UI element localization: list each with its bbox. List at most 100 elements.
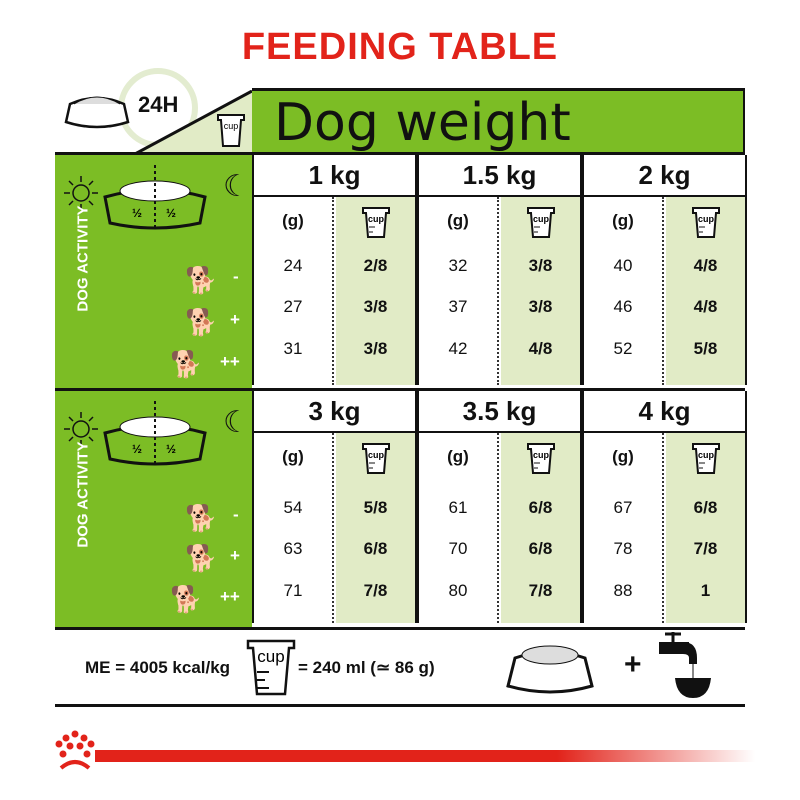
grams-value: 40 xyxy=(613,256,633,275)
cups-value: 6/8 xyxy=(528,498,553,517)
cups-value: 3/8 xyxy=(528,256,553,275)
svg-text:cup: cup xyxy=(697,450,714,460)
grams-value: 71 xyxy=(283,581,303,600)
grams-value: 32 xyxy=(448,256,468,275)
dog-weight-title: Dog weight xyxy=(274,93,571,153)
dog-low-activity-icon: 🐕 xyxy=(185,265,218,295)
cups-value: 7/8 xyxy=(363,581,388,600)
dog-high-activity-icon: 🐕 xyxy=(170,584,203,614)
cup-icon: cup xyxy=(501,441,580,480)
dog-activity-label: DOG ACTIVITY xyxy=(74,205,92,312)
cup-icon: cup xyxy=(336,441,415,480)
activity-high: ++ xyxy=(220,352,240,371)
cup-icon: cup xyxy=(501,205,580,244)
cups-column: cup 5/8 6/8 7/8 xyxy=(336,433,415,623)
cups-value: 4/8 xyxy=(693,256,718,275)
activity-medium: + xyxy=(230,546,240,565)
sun-icon xyxy=(64,176,98,210)
grams-value: 63 xyxy=(283,539,303,558)
grams-value: 61 xyxy=(448,498,468,517)
cups-column: cup 6/8 7/8 1 xyxy=(666,433,745,623)
grams-value: 31 xyxy=(283,339,303,358)
cups-value: 2/8 xyxy=(363,256,388,275)
weight-column: 3.5 kg (g) 61 70 80 cup 6/8 6/8 7/8 xyxy=(417,391,582,623)
weight-column: 1.5 kg (g) 32 37 42 cup 3/8 3/8 4/8 xyxy=(417,155,582,385)
dog-medium-activity-icon: 🐕 xyxy=(185,307,218,337)
svg-text:cup: cup xyxy=(367,450,384,460)
grams-column: (g) 67 78 88 xyxy=(584,433,664,623)
weight-column: 1 kg (g) 24 27 31 cup 2/8 3/8 3/8 xyxy=(252,155,417,385)
svg-text:cup: cup xyxy=(367,214,384,224)
svg-text:½: ½ xyxy=(132,206,142,220)
activity-high: ++ xyxy=(220,587,240,606)
cups-value: 3/8 xyxy=(363,339,388,358)
grams-header: (g) xyxy=(282,211,304,230)
grams-header: (g) xyxy=(612,211,634,230)
grams-value: 88 xyxy=(613,581,633,600)
food-bowl-icon xyxy=(64,96,130,129)
cups-value: 5/8 xyxy=(363,498,388,517)
cups-value: 6/8 xyxy=(693,498,718,517)
grams-column: (g) 24 27 31 xyxy=(254,197,334,385)
cups-value: 6/8 xyxy=(528,539,553,558)
weight-header: 1.5 kg xyxy=(417,155,580,197)
svg-text:½: ½ xyxy=(166,206,176,220)
water-tap-icon xyxy=(659,632,711,698)
weight-header: 4 kg xyxy=(582,391,745,433)
grams-header: (g) xyxy=(447,447,469,466)
cups-value: 3/8 xyxy=(528,297,553,316)
weight-column: 3 kg (g) 54 63 71 cup 5/8 6/8 7/8 xyxy=(252,391,417,623)
dog-high-activity-icon: 🐕 xyxy=(170,349,203,379)
page-title: FEEDING TABLE xyxy=(241,26,559,68)
weight-header: 3 kg xyxy=(252,391,415,433)
cup-icon: cup xyxy=(666,441,745,480)
divider xyxy=(55,388,745,391)
grams-value: 37 xyxy=(448,297,468,316)
weight-column: 4 kg (g) 67 78 88 cup 6/8 7/8 1 xyxy=(582,391,747,623)
svg-text:cup: cup xyxy=(532,214,549,224)
grams-value: 67 xyxy=(613,498,633,517)
brand-bar xyxy=(95,750,755,762)
grams-header: (g) xyxy=(282,447,304,466)
cups-column: cup 2/8 3/8 3/8 xyxy=(336,197,415,385)
dog-activity-label: DOG ACTIVITY xyxy=(74,441,92,548)
grams-value: 80 xyxy=(448,581,468,600)
grams-column: (g) 32 37 42 xyxy=(419,197,499,385)
grams-value: 70 xyxy=(448,539,468,558)
moon-icon: ☾ xyxy=(223,170,250,203)
weight-header: 3.5 kg xyxy=(417,391,580,433)
grams-value: 52 xyxy=(613,339,633,358)
moon-icon: ☾ xyxy=(223,406,250,439)
plus-sign: + xyxy=(624,648,642,681)
cup-icon: cup xyxy=(336,205,415,244)
weight-header: 2 kg xyxy=(582,155,745,197)
sun-icon xyxy=(64,412,98,446)
cups-value: 1 xyxy=(700,581,711,600)
cups-value: 3/8 xyxy=(363,297,388,316)
cups-column: cup 6/8 6/8 7/8 xyxy=(501,433,580,623)
cups-value: 4/8 xyxy=(693,297,718,316)
activity-medium: + xyxy=(230,310,240,329)
cups-value: 4/8 xyxy=(528,339,553,358)
food-bowl-icon xyxy=(506,645,594,694)
dog-weight-header: Dog weight xyxy=(252,88,745,153)
grams-value: 46 xyxy=(613,297,633,316)
weight-column: 2 kg (g) 40 46 52 cup 4/8 4/8 5/8 xyxy=(582,155,747,385)
duration-label: 24H xyxy=(138,92,179,117)
energy-value: ME = 4005 kcal/kg xyxy=(85,658,231,677)
grams-column: (g) 54 63 71 xyxy=(254,433,334,623)
svg-text:½: ½ xyxy=(132,442,142,456)
cups-column: cup 3/8 3/8 4/8 xyxy=(501,197,580,385)
divider xyxy=(55,152,745,155)
dog-medium-activity-icon: 🐕 xyxy=(185,543,218,573)
svg-text:½: ½ xyxy=(166,442,176,456)
cups-value: 5/8 xyxy=(693,339,718,358)
grams-value: 27 xyxy=(283,297,303,316)
cups-value: 6/8 xyxy=(363,539,388,558)
cups-value: 7/8 xyxy=(693,539,718,558)
cups-value: 7/8 xyxy=(528,581,553,600)
grams-header: (g) xyxy=(612,447,634,466)
